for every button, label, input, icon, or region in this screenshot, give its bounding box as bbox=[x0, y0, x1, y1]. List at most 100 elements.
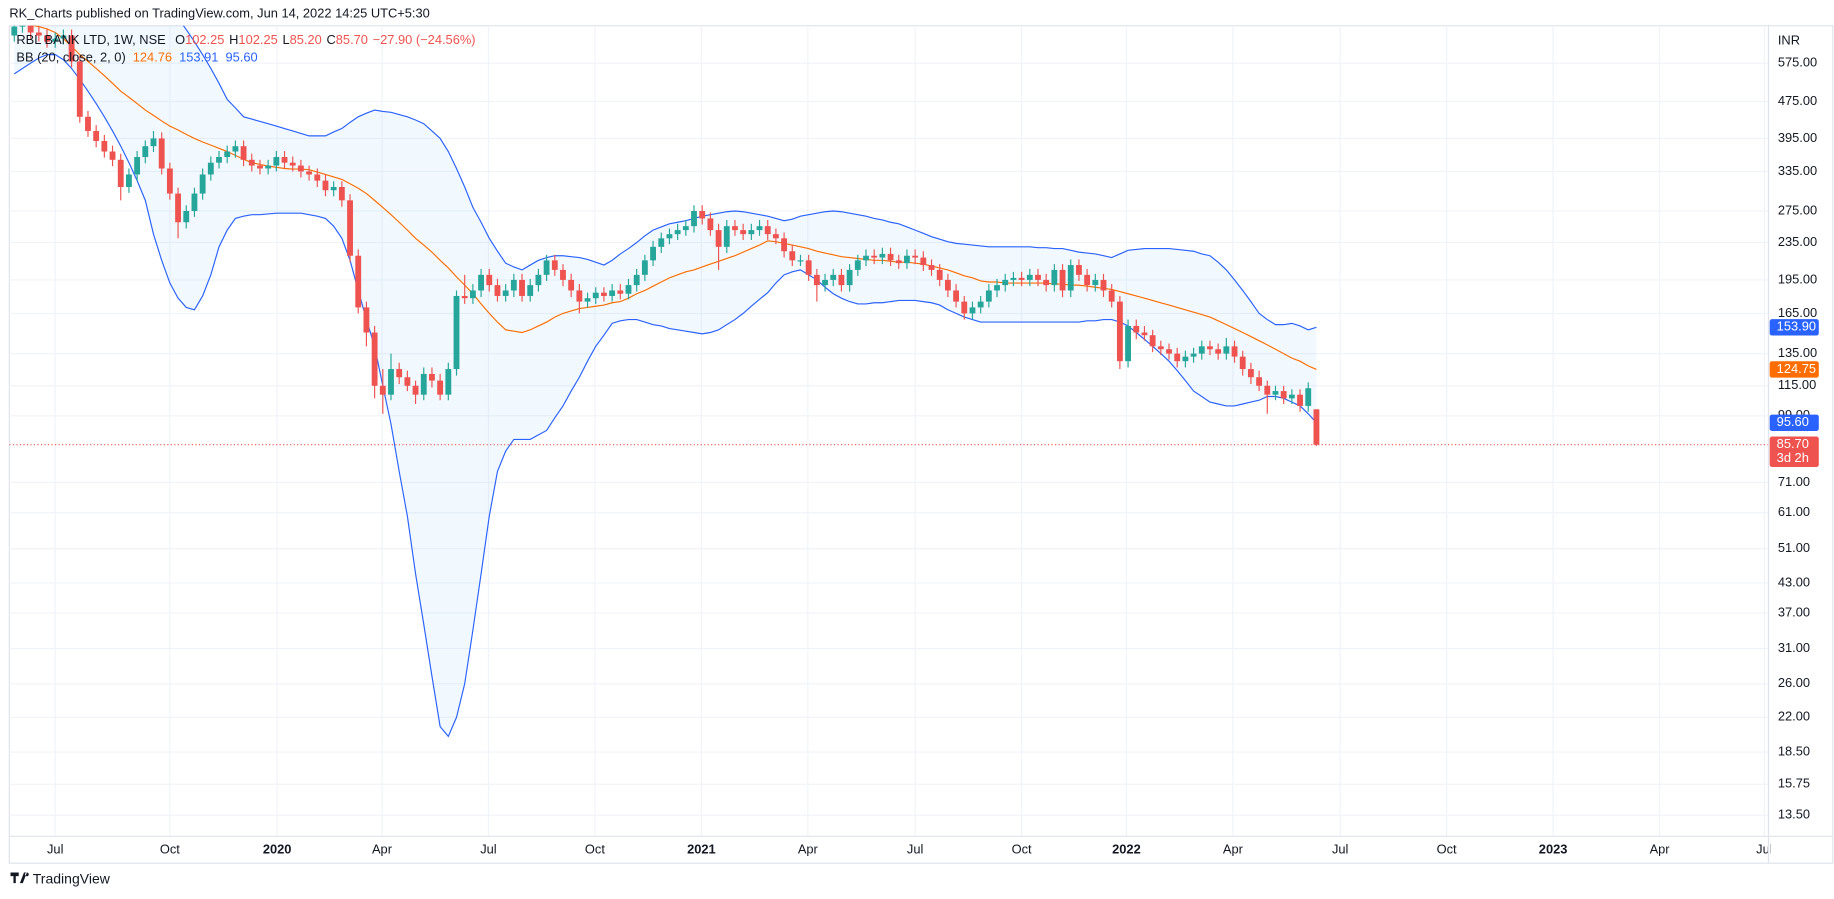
ohlc-value: 102.25 bbox=[185, 32, 224, 47]
chart-frame bbox=[8, 25, 1834, 864]
candle-body bbox=[723, 226, 730, 247]
candle-body bbox=[707, 218, 714, 231]
candle-body bbox=[199, 174, 206, 194]
candle-body bbox=[150, 138, 157, 147]
x-tick-label: Jul bbox=[480, 842, 496, 857]
candle-body bbox=[1231, 346, 1238, 357]
candle-body bbox=[936, 269, 943, 280]
candle-body bbox=[895, 260, 902, 264]
candle-body bbox=[101, 140, 108, 152]
candle-body bbox=[822, 279, 828, 286]
last-price-label: 85.70 bbox=[1777, 436, 1809, 451]
candle-body bbox=[617, 290, 624, 294]
brand-logo bbox=[10, 872, 29, 884]
candle-body bbox=[953, 290, 960, 302]
candle-body bbox=[437, 380, 444, 395]
candle-body bbox=[60, 35, 67, 39]
candle-body bbox=[396, 369, 403, 378]
candle-body bbox=[355, 255, 362, 308]
candle-body bbox=[322, 180, 329, 191]
x-tick-label: Apr bbox=[798, 842, 819, 857]
candle-body bbox=[1018, 277, 1025, 280]
candle-body bbox=[944, 279, 951, 291]
candle-body bbox=[445, 369, 452, 395]
candle-body bbox=[740, 230, 747, 235]
candle-body bbox=[126, 174, 132, 187]
candle-body bbox=[117, 159, 124, 187]
indicator-legend: BB (20, close, 2, 0) 124.76 153.91 95.60 bbox=[16, 50, 257, 65]
candle-body bbox=[158, 138, 165, 169]
candle-body bbox=[838, 274, 845, 286]
publisher-note: RK_Charts published on TradingView.com, … bbox=[9, 5, 429, 20]
candle-body bbox=[429, 373, 435, 381]
candle-body bbox=[453, 295, 460, 370]
ohlc-value: 85.70 bbox=[336, 32, 368, 47]
candle-body bbox=[1313, 409, 1320, 445]
band-fill bbox=[14, 25, 1317, 737]
candle-body bbox=[1084, 274, 1091, 286]
candle-body bbox=[871, 255, 878, 258]
candle-body bbox=[1125, 325, 1131, 362]
candle-body bbox=[748, 230, 755, 235]
candle-body bbox=[666, 234, 673, 239]
candle-body bbox=[44, 35, 50, 42]
candle-body bbox=[1035, 274, 1041, 280]
candle-body bbox=[1043, 279, 1050, 286]
ohlc-key: O bbox=[175, 32, 185, 47]
candle-body bbox=[887, 253, 894, 261]
candle-body bbox=[502, 290, 509, 296]
candle-body bbox=[1051, 269, 1058, 286]
candle-body bbox=[535, 274, 542, 286]
candle-body bbox=[1174, 353, 1181, 362]
candle-body bbox=[1215, 349, 1222, 354]
x-tick-label: Jul bbox=[907, 842, 923, 857]
candle-body bbox=[969, 307, 976, 314]
candle-body bbox=[551, 260, 558, 270]
candle-body bbox=[1190, 353, 1197, 357]
candle-body bbox=[1067, 265, 1074, 291]
candle-body bbox=[846, 269, 853, 286]
candle-body bbox=[584, 298, 591, 302]
change: −27.90 (−24.56%) bbox=[373, 32, 476, 47]
band-line bbox=[13, 54, 1317, 738]
candle-body bbox=[682, 226, 689, 231]
y-tick-label: 43.00 bbox=[1778, 574, 1810, 589]
axis-value-box bbox=[1769, 319, 1819, 336]
candle-body bbox=[232, 146, 239, 152]
legend: RBL BANK LTD, 1W, NSE O102.25 H102.25 L85.2… bbox=[16, 32, 475, 65]
candle-body bbox=[985, 290, 992, 302]
candle-body bbox=[928, 265, 935, 270]
candle-body bbox=[494, 285, 501, 296]
candle-body bbox=[1108, 290, 1115, 302]
candle-body bbox=[1239, 356, 1246, 370]
candle-body bbox=[347, 200, 353, 256]
y-tick-label: 115.00 bbox=[1778, 377, 1816, 392]
candle-body bbox=[420, 373, 427, 395]
candle-body bbox=[404, 377, 411, 386]
candle-body bbox=[1256, 377, 1263, 386]
candle-body bbox=[27, 25, 34, 33]
plot-area bbox=[9, 25, 1769, 837]
candle-body bbox=[76, 61, 83, 117]
candle-body bbox=[1223, 346, 1230, 354]
last-price-box bbox=[1769, 436, 1819, 467]
candle-body bbox=[658, 238, 665, 247]
candle-body bbox=[994, 285, 1000, 291]
candle-body bbox=[257, 165, 263, 169]
candle-body bbox=[813, 274, 820, 286]
y-tick-label: 37.00 bbox=[1778, 604, 1810, 619]
axis-value-label: 124.75 bbox=[1777, 361, 1816, 376]
candle-body bbox=[1059, 269, 1066, 291]
candle-body bbox=[1207, 346, 1213, 350]
candle-body bbox=[224, 151, 231, 158]
symbol-legend: RBL BANK LTD, 1W, NSE O102.25 H102.25 L85.2… bbox=[16, 32, 475, 47]
candle-body bbox=[1182, 356, 1189, 362]
candle-body bbox=[519, 279, 525, 296]
x-tick-label: Jul bbox=[1756, 842, 1772, 857]
candle-body bbox=[781, 238, 788, 252]
symbol: RBL BANK LTD, 1W, NSE bbox=[16, 32, 166, 47]
candle-body bbox=[1247, 369, 1254, 378]
candle-body bbox=[1297, 394, 1303, 406]
candle-body bbox=[633, 274, 640, 286]
y-tick-label: 15.75 bbox=[1778, 776, 1810, 791]
